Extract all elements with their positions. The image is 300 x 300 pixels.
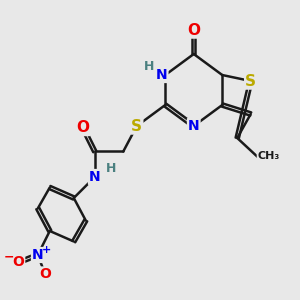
Text: N: N: [32, 248, 44, 262]
Text: N: N: [188, 119, 200, 133]
Text: O: O: [187, 22, 200, 38]
Text: S: S: [131, 118, 142, 134]
Text: H: H: [144, 59, 154, 73]
Text: −: −: [4, 250, 14, 264]
Text: O: O: [12, 256, 24, 269]
Text: H: H: [106, 162, 116, 175]
Text: N: N: [89, 170, 100, 184]
Text: CH₃: CH₃: [258, 151, 280, 161]
Text: S: S: [245, 74, 256, 88]
Text: O: O: [76, 120, 89, 135]
Text: +: +: [41, 244, 51, 255]
Text: N: N: [156, 68, 167, 82]
Text: O: O: [39, 268, 51, 281]
